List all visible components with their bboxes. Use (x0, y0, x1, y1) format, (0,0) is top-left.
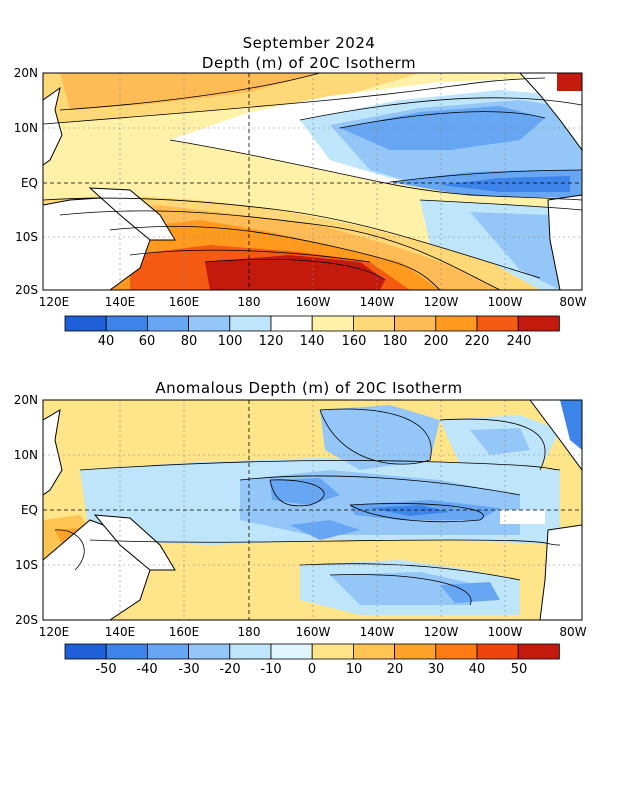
lon-label: 140W (360, 295, 395, 309)
colorbar-swatch (229, 643, 272, 660)
lon-label: 80W (559, 625, 586, 639)
depth-field (43, 73, 582, 290)
lat-label-eq: EQ (21, 176, 38, 190)
colorbar-swatch (105, 315, 148, 332)
colorbar-swatch (517, 315, 560, 332)
cb2-label: 20 (387, 662, 404, 677)
cb2-label: 10 (346, 662, 363, 677)
lon-label: 120W (424, 625, 459, 639)
colorbar-swatch (352, 315, 395, 332)
colorbar-swatch (311, 315, 354, 332)
lat-label-10s: 10S (15, 230, 38, 244)
cb2-label: -30 (178, 662, 199, 677)
anomaly-field (43, 400, 582, 620)
colorbar-swatch (188, 643, 231, 660)
colorbar-depth-labels: 40 60 80 100 120 140 160 180 200 220 240 (98, 334, 532, 349)
cb1-label: 60 (139, 334, 156, 349)
lon-label: 140E (105, 295, 136, 309)
cb1-label: 120 (259, 334, 284, 349)
colorbar-anomaly-labels: -50 -40 -30 -20 -10 0 10 20 30 40 50 (95, 662, 527, 677)
cb2-label: 40 (469, 662, 486, 677)
cb1-label: 220 (465, 334, 490, 349)
cb2-label: -10 (260, 662, 281, 677)
lat-label-20s: 20S (15, 283, 38, 297)
lon-label: 160W (296, 295, 331, 309)
lon-label: 100W (488, 295, 523, 309)
cb1-label: 240 (507, 334, 532, 349)
cb2-label: -50 (95, 662, 116, 677)
colorbar-swatch (394, 643, 437, 660)
colorbar-swatch (146, 643, 189, 660)
colorbar-swatch (270, 643, 313, 660)
colorbar-anomaly (64, 643, 560, 660)
colorbar-swatch (517, 643, 560, 660)
colorbar-swatch (476, 315, 519, 332)
colorbar-depth (64, 315, 560, 332)
panel1-title: Depth (m) of 20C Isotherm (201, 54, 417, 72)
colorbar-swatch (229, 315, 272, 332)
lat-label-20n: 20N (14, 393, 38, 407)
cb2-label: -40 (136, 662, 157, 677)
colorbar-swatch (311, 643, 354, 660)
colorbar-swatch (188, 315, 231, 332)
lon-label: 160E (169, 295, 200, 309)
lon-label: 120W (424, 295, 459, 309)
colorbar-swatch (394, 315, 437, 332)
colorbar-swatch (435, 315, 478, 332)
lon-label: 120E (39, 625, 70, 639)
panel1-lon-labels: 120E 140E 160E 180 160W 140W 120W 100W 8… (39, 295, 587, 309)
lon-label: 180 (238, 295, 261, 309)
colorbar-swatch (105, 643, 148, 660)
cb1-label: 180 (383, 334, 408, 349)
cb1-label: 80 (181, 334, 198, 349)
cb2-label: 50 (511, 662, 528, 677)
depth-map: 20N 10N EQ 10S 20S 120E 140E 160E 180 16… (14, 66, 587, 349)
lon-label: 120E (39, 295, 70, 309)
colorbar-swatch (146, 315, 189, 332)
cb1-label: 160 (342, 334, 367, 349)
lat-label-20n: 20N (14, 66, 38, 80)
cb1-label: 140 (300, 334, 325, 349)
panel2-lon-labels: 120E 140E 160E 180 160W 140W 120W 100W 8… (39, 625, 587, 639)
lon-label: 140E (105, 625, 136, 639)
lat-label-eq: EQ (21, 503, 38, 517)
colorbar-swatch (352, 643, 395, 660)
cb2-label: 0 (308, 662, 316, 677)
cb1-label: 100 (218, 334, 243, 349)
lon-label: 180 (238, 625, 261, 639)
colorbar-swatch (64, 315, 107, 332)
colorbar-swatch (435, 643, 478, 660)
cb1-label: 200 (424, 334, 449, 349)
lon-label: 80W (559, 295, 586, 309)
cb1-label: 40 (98, 334, 115, 349)
lon-label: 160W (296, 625, 331, 639)
cb2-label: 30 (428, 662, 445, 677)
anomaly-map: 20N 10N EQ 10S 20S 120E 140E 160E 180 16… (14, 393, 587, 677)
lat-label-10n: 10N (14, 121, 38, 135)
lat-label-10s: 10S (15, 558, 38, 572)
panel2-title: Anomalous Depth (m) of 20C Isotherm (155, 379, 463, 397)
panel1-lat-labels: 20N 10N EQ 10S 20S (14, 66, 38, 297)
panel2-lat-labels: 20N 10N EQ 10S 20S (14, 393, 38, 627)
lon-label: 160E (169, 625, 200, 639)
colorbar-swatch (64, 643, 107, 660)
lon-label: 140W (360, 625, 395, 639)
colorbar-swatch (270, 315, 313, 332)
figure-title-month: September 2024 (242, 34, 376, 52)
colorbar-swatch (476, 643, 519, 660)
lat-label-10n: 10N (14, 448, 38, 462)
cb2-label: -20 (219, 662, 240, 677)
lon-label: 100W (488, 625, 523, 639)
lat-label-20s: 20S (15, 613, 38, 627)
